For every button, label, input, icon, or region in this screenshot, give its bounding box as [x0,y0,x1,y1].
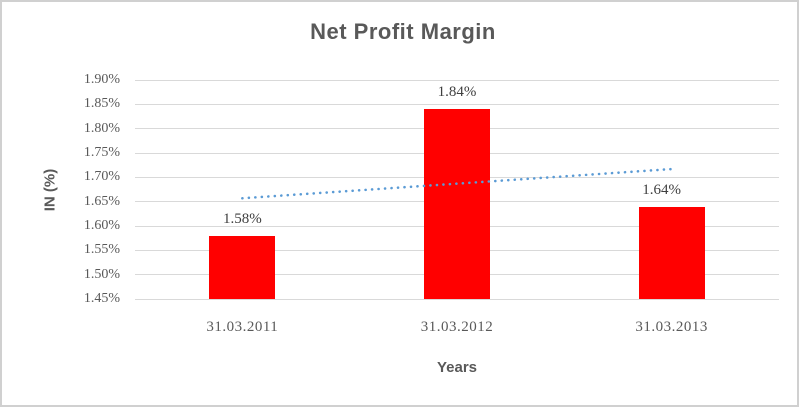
gridline [135,103,779,105]
x-axis-title: Years [436,359,478,376]
bar [424,109,490,299]
x-tick-label: 31.03.2011 [206,319,279,335]
x-tick-label: 31.03.2013 [635,319,708,335]
x-tick-label: 31.03.2012 [420,319,494,335]
y-tick-label: 1.70% [83,169,120,185]
bar-data-label: 1.64% [642,181,682,198]
gridline [135,298,779,300]
y-tick-label: 1.75% [83,145,120,160]
bar [209,235,276,299]
y-axis-title: IN (%) [41,168,59,212]
y-tick-label: 1.85% [83,96,120,112]
y-tick-label: 1.50% [83,266,120,282]
y-tick-label: 1.45% [83,291,120,306]
y-tick-label: 1.80% [83,120,120,136]
bar-data-label: 1.58% [222,210,262,227]
gridline [135,79,779,81]
bar [638,206,705,299]
y-tick-label: 1.55% [83,242,120,258]
y-tick-label: 1.65% [83,193,120,209]
chart-title: Net Profit Margin [310,19,496,44]
bar-data-label: 1.84% [437,84,477,101]
y-tick-label: 1.90% [83,72,120,87]
y-tick-label: 1.60% [83,218,120,233]
